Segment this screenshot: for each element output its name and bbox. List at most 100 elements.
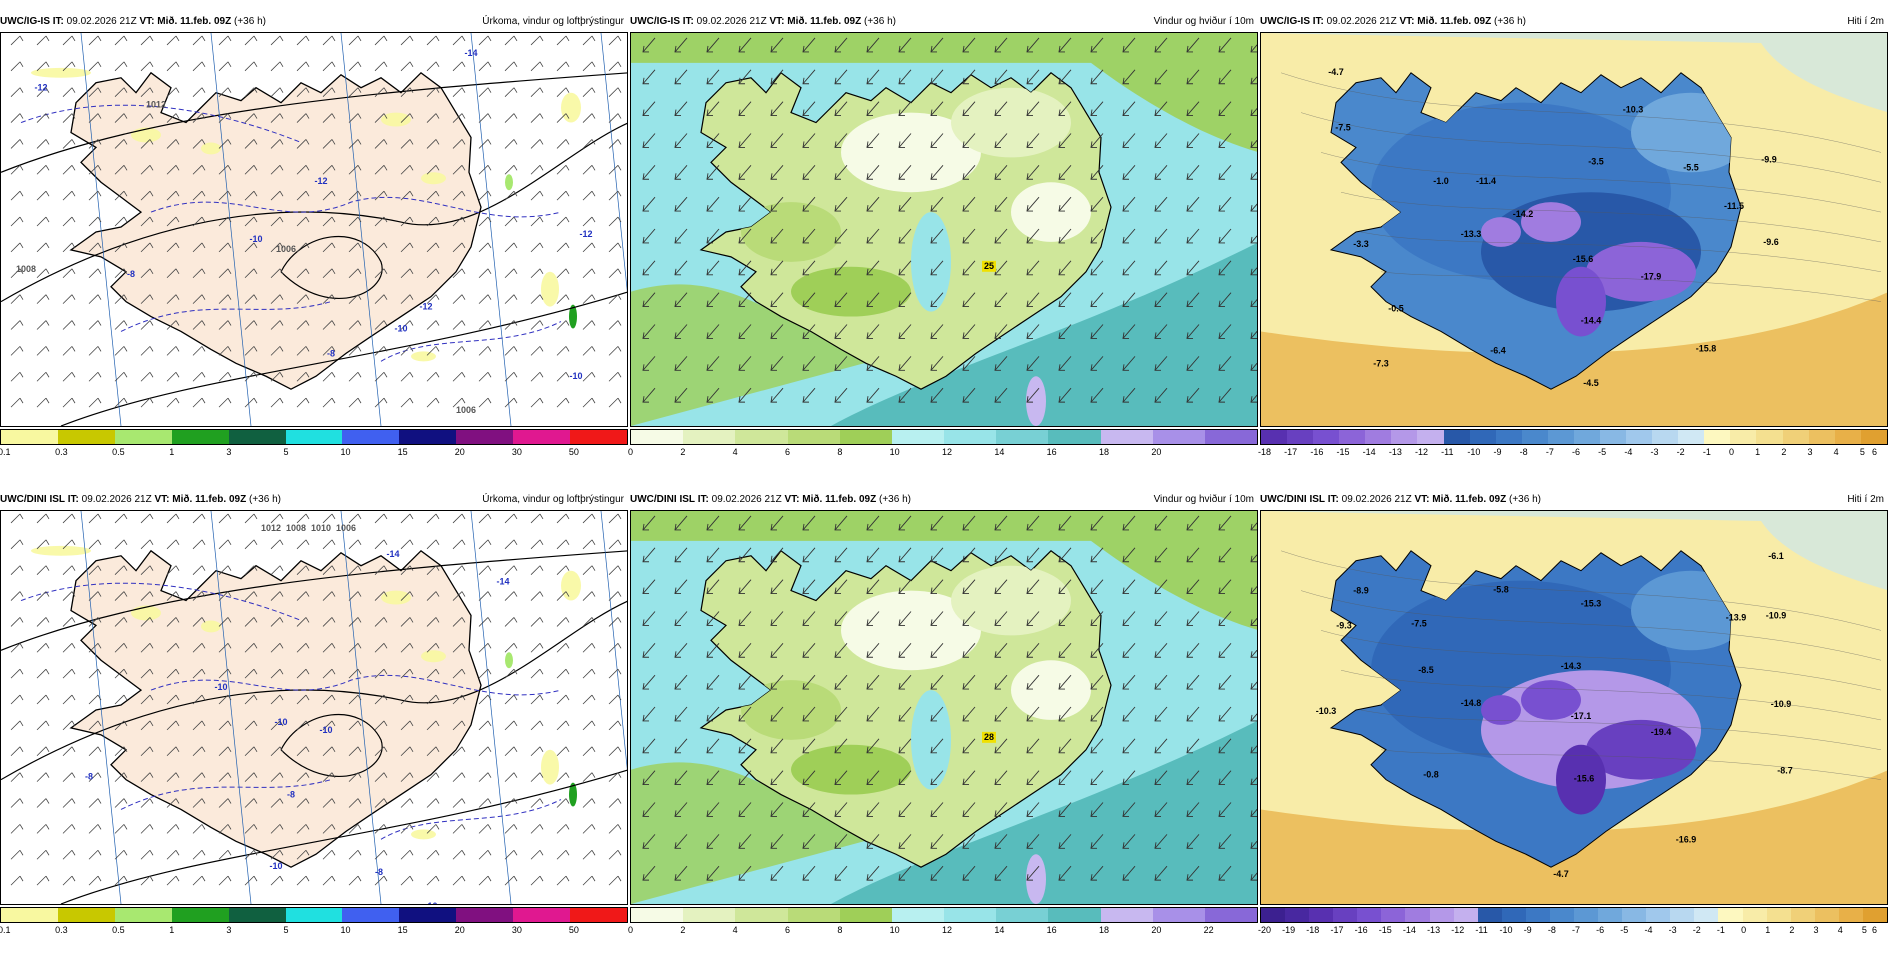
wind-barb <box>322 565 336 575</box>
wind-barb <box>556 113 570 123</box>
map-svg: 28 <box>631 511 1257 904</box>
wind-barb <box>582 668 596 679</box>
wind-arrow <box>1058 865 1072 881</box>
map-value-label: -14 <box>464 48 477 58</box>
wind-barb <box>88 875 102 886</box>
wind-barb <box>270 190 284 201</box>
wind-barb <box>296 643 310 653</box>
wind-arrow <box>674 260 688 276</box>
wind-arrow <box>930 101 944 117</box>
wind-arrow <box>1090 579 1104 595</box>
wind-barb <box>322 371 336 382</box>
wind-arrow <box>674 196 688 212</box>
wind-barb <box>504 668 518 679</box>
wind-arrow <box>1026 324 1040 339</box>
colorbar-tick-label: 4 <box>1833 447 1839 457</box>
forecast-map[interactable]: 25 <box>630 32 1258 427</box>
wind-barb <box>504 320 518 330</box>
wind-arrow <box>1154 356 1168 371</box>
colorbar-swatch <box>1573 430 1601 444</box>
wind-area <box>1011 660 1091 720</box>
wind-barb <box>192 87 206 97</box>
wind-barb <box>166 190 180 201</box>
forecast-map[interactable]: -4.7 -7.5 -10.3 -11.4 -3.5 -5.5 -9.9 -1.0 -14.2-… <box>1260 32 1888 427</box>
wind-arrow <box>738 133 752 148</box>
forecast-map[interactable]: 28 <box>630 510 1258 905</box>
panel-title: Vindur og hviður í 10m <box>1153 494 1254 505</box>
colorbar-tick-label: -1 <box>1702 447 1711 457</box>
isotherm <box>1320 152 1882 213</box>
wind-arrow <box>1218 611 1232 626</box>
wind-barb <box>582 513 596 524</box>
colorbar-tick-label: 0.1 <box>0 925 11 935</box>
wind-barb <box>218 139 232 149</box>
wind-barb <box>10 35 24 46</box>
colorbar-swatch <box>1309 908 1334 922</box>
wind-barb <box>296 772 310 782</box>
wind-arrow <box>866 37 880 53</box>
wind-barb <box>88 320 102 330</box>
colorbar-tick-label: -5 <box>1620 925 1629 935</box>
wind-barb <box>296 87 310 97</box>
forecast-map[interactable]: -14 -12 -12 -10 -8 -8 -10 -12 -12 -10 1012 1008 1006… <box>0 32 628 427</box>
wind-barb <box>140 617 154 627</box>
wind-barb <box>452 798 466 808</box>
temperature-contour <box>120 779 332 810</box>
temp-area <box>1481 217 1521 247</box>
wind-barb <box>452 190 466 201</box>
wind-arrow <box>738 643 752 658</box>
wind-arrow <box>1090 228 1104 244</box>
wind-arrow <box>738 260 752 276</box>
wind-barb <box>218 242 232 253</box>
isotherm <box>1280 550 1882 631</box>
colorbar-tick-label: -18 <box>1306 925 1320 935</box>
vt-label: VT: <box>1414 494 1430 505</box>
wind-barb <box>244 346 258 356</box>
wind-barb <box>400 397 414 408</box>
wind-barb <box>10 242 24 253</box>
wind-arrow <box>1218 101 1232 117</box>
wind-barb <box>244 720 258 731</box>
wind-barb <box>322 617 336 627</box>
wind-barb <box>556 165 570 175</box>
wind-barb <box>10 294 24 304</box>
forecast-map[interactable]: -6.1 -8.9 -5.8 -15.3 -13.9 -10.9 -9.3 -7.5 -8.5-… <box>1260 510 1888 905</box>
wind-barb <box>556 294 570 304</box>
wind-arrow <box>1250 808 1257 817</box>
temp-area <box>1261 511 1887 590</box>
colorbar-tick-label: 1 <box>1765 925 1771 935</box>
wind-arrow <box>770 133 784 148</box>
wind-barb <box>140 746 154 757</box>
wind-barb <box>296 294 310 304</box>
wind-barb <box>114 242 128 253</box>
wind-barb <box>452 320 466 330</box>
wind-barb <box>36 694 50 705</box>
wind-arrow <box>930 834 944 849</box>
wind-barb <box>348 190 362 201</box>
colorbar-tick-label: -14 <box>1402 925 1416 935</box>
wind-barb <box>62 875 76 886</box>
graticule <box>80 33 122 426</box>
wind-barb <box>62 87 76 97</box>
init-time: 09.02.2026 21Z <box>1341 494 1412 505</box>
wind-area <box>631 33 1257 152</box>
wind-arrow <box>642 356 656 371</box>
wind-arrow <box>898 37 912 53</box>
wind-barb <box>452 216 466 227</box>
forecast-map[interactable]: -14-14-10-10-10-8-8-10-8-101012100810101… <box>0 510 628 905</box>
panel-title: Vindur og hviður í 10m <box>1153 16 1254 27</box>
colorbar-swatch <box>1860 430 1887 444</box>
wind-barb <box>348 35 362 46</box>
wind-arrow <box>962 706 976 722</box>
colorbar-tick-label: -15 <box>1378 925 1392 935</box>
wind-barb <box>452 565 466 575</box>
colorbar-swatch <box>228 908 286 922</box>
wind-barb <box>348 643 362 653</box>
wind-arrow <box>706 547 720 563</box>
map-value-label: -6.1 <box>1768 551 1784 561</box>
wind-arrow <box>706 133 720 148</box>
colorbar-tick-label: -12 <box>1451 925 1465 935</box>
colorbar-tick-label: 6 <box>1872 447 1878 457</box>
wind-arrow <box>674 611 688 626</box>
wind-barb <box>530 294 544 304</box>
